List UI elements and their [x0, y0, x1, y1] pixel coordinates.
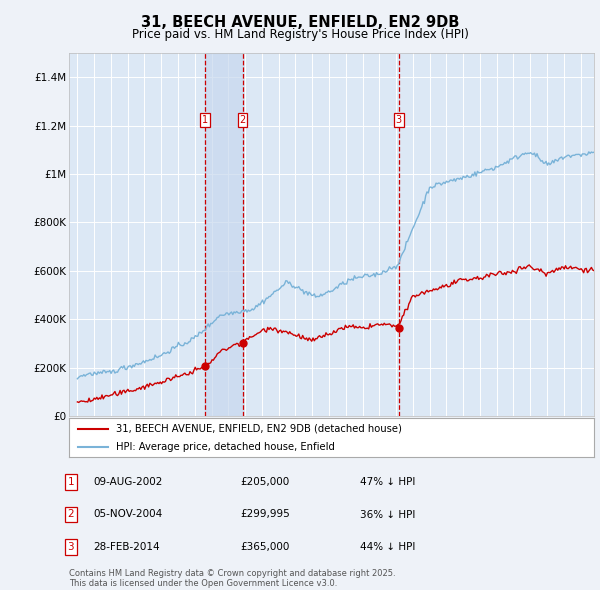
Text: 2: 2 — [239, 115, 245, 125]
Text: 2: 2 — [67, 510, 74, 519]
Text: £205,000: £205,000 — [240, 477, 289, 487]
Text: 3: 3 — [67, 542, 74, 552]
Text: 36% ↓ HPI: 36% ↓ HPI — [360, 510, 415, 519]
Text: 1: 1 — [67, 477, 74, 487]
Text: 47% ↓ HPI: 47% ↓ HPI — [360, 477, 415, 487]
Text: £365,000: £365,000 — [240, 542, 289, 552]
Text: £299,995: £299,995 — [240, 510, 290, 519]
Text: 3: 3 — [396, 115, 402, 125]
Text: 05-NOV-2004: 05-NOV-2004 — [93, 510, 162, 519]
Text: 31, BEECH AVENUE, ENFIELD, EN2 9DB (detached house): 31, BEECH AVENUE, ENFIELD, EN2 9DB (deta… — [116, 424, 402, 434]
Text: Price paid vs. HM Land Registry's House Price Index (HPI): Price paid vs. HM Land Registry's House … — [131, 28, 469, 41]
Text: 28-FEB-2014: 28-FEB-2014 — [93, 542, 160, 552]
Text: HPI: Average price, detached house, Enfield: HPI: Average price, detached house, Enfi… — [116, 442, 335, 452]
Bar — [205, 53, 242, 416]
Text: 09-AUG-2002: 09-AUG-2002 — [93, 477, 163, 487]
Text: 44% ↓ HPI: 44% ↓ HPI — [360, 542, 415, 552]
Text: 1: 1 — [202, 115, 208, 125]
Text: 31, BEECH AVENUE, ENFIELD, EN2 9DB: 31, BEECH AVENUE, ENFIELD, EN2 9DB — [141, 15, 459, 30]
Text: Contains HM Land Registry data © Crown copyright and database right 2025.
This d: Contains HM Land Registry data © Crown c… — [69, 569, 395, 588]
